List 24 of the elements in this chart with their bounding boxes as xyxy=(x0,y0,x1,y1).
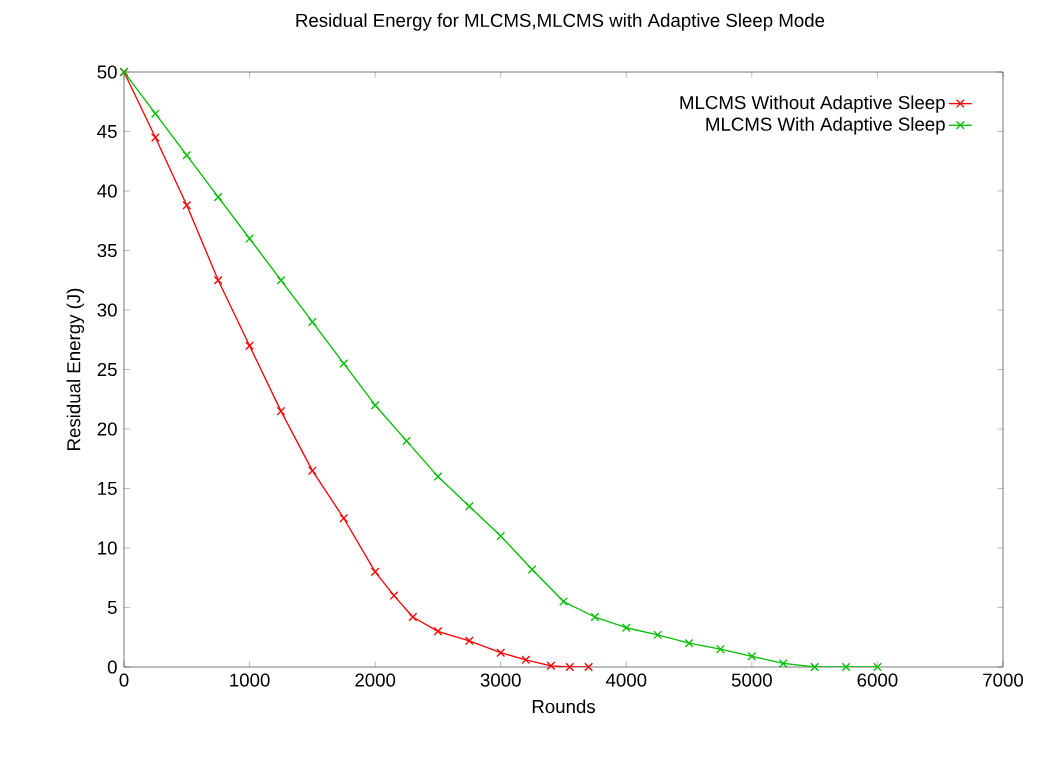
x-tick-label: 6000 xyxy=(857,673,898,687)
x-tick-label: 1000 xyxy=(230,673,270,687)
y-tick-label: 0 xyxy=(107,660,117,674)
y-tick-label: 50 xyxy=(97,65,117,79)
y-tick-label: 35 xyxy=(97,243,117,258)
legend-label: MLCMS With Adaptive Sleep xyxy=(706,117,945,135)
chart-title: Residual Energy for MLCMS,MLCMS with Adaptive Sleep Mode xyxy=(296,13,825,31)
y-tick-label: 25 xyxy=(97,362,117,377)
x-tick-label: 2000 xyxy=(355,673,396,687)
y-tick-label: 10 xyxy=(98,541,117,555)
x-axis-title: Rounds xyxy=(532,699,595,714)
y-axis-title: Residual Energy (J) xyxy=(66,288,85,450)
x-tick-label: 7000 xyxy=(983,673,1024,687)
x-tick-label: 4000 xyxy=(605,673,647,687)
y-tick-label: 5 xyxy=(107,600,117,615)
x-tick-label: 0 xyxy=(119,673,129,687)
y-tick-label: 40 xyxy=(97,184,117,198)
x-tick-label: 5000 xyxy=(731,673,772,687)
legend-label: MLCMS Without Adaptive Sleep xyxy=(680,95,945,113)
y-tick-label: 45 xyxy=(97,125,117,139)
x-tick-label: 3000 xyxy=(480,673,521,687)
y-tick-label: 15 xyxy=(98,481,117,496)
y-tick-label: 20 xyxy=(97,422,117,436)
y-tick-label: 30 xyxy=(97,303,117,317)
